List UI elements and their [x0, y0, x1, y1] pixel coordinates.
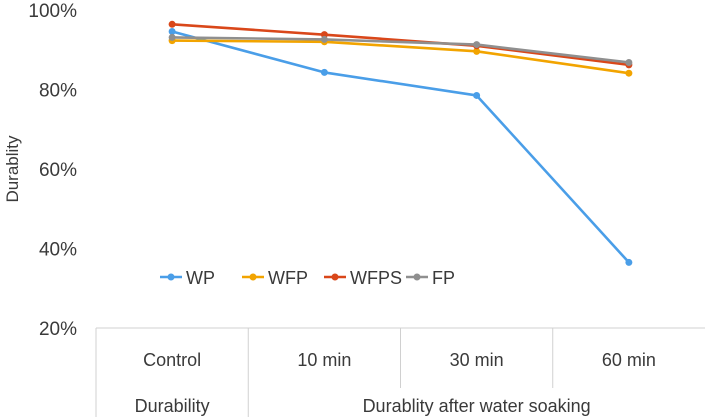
y-tick-label: 60% [39, 160, 77, 181]
data-point [168, 20, 176, 28]
series-line [172, 39, 630, 75]
data-point [473, 41, 481, 49]
data-point [320, 35, 328, 43]
category-label: 30 min [450, 350, 504, 370]
legend-label: WP [186, 268, 215, 288]
data-point [625, 69, 633, 77]
category-label: 10 min [297, 350, 351, 370]
category-group-labels: Durability Durablity after water soaking [135, 396, 591, 416]
data-point [473, 47, 481, 55]
y-tick-label: 20% [39, 319, 77, 340]
category-labels: Control 10 min 30 min 60 min [143, 350, 656, 370]
series-line [172, 36, 630, 64]
data-point [473, 91, 481, 99]
y-tick-label: 40% [39, 240, 77, 261]
y-axis-ticks: 20% 40% 60% 80% 100% [28, 1, 77, 340]
series-lines [168, 20, 633, 266]
legend: WP WFP WFPS FP [160, 268, 455, 288]
legend-marker [249, 273, 257, 281]
category-group-label: Durability [135, 396, 210, 416]
y-axis-label: Durablity [3, 135, 22, 203]
category-label: Control [143, 350, 201, 370]
category-group-label: Durablity after water soaking [363, 396, 591, 416]
series-line [171, 30, 630, 264]
series-wfps [168, 20, 633, 69]
legend-label: FP [432, 268, 455, 288]
category-label: 60 min [602, 350, 656, 370]
legend-item: WFPS [324, 268, 402, 288]
data-point [168, 33, 176, 41]
y-tick-label: 100% [28, 1, 77, 22]
series-wp [168, 27, 633, 266]
legend-item: WFP [242, 268, 308, 288]
series-fp [168, 33, 633, 66]
legend-label: WFPS [350, 268, 402, 288]
category-axis [95, 327, 705, 417]
legend-item: WP [160, 268, 215, 288]
legend-marker [413, 273, 421, 281]
data-point [320, 68, 328, 76]
legend-marker [167, 273, 175, 281]
y-tick-label: 80% [39, 81, 77, 102]
legend-label: WFP [268, 268, 308, 288]
data-point [168, 27, 176, 35]
legend-marker [331, 273, 339, 281]
series-line [172, 23, 630, 67]
data-point [625, 58, 633, 66]
legend-item: FP [406, 268, 455, 288]
data-point [625, 258, 633, 266]
